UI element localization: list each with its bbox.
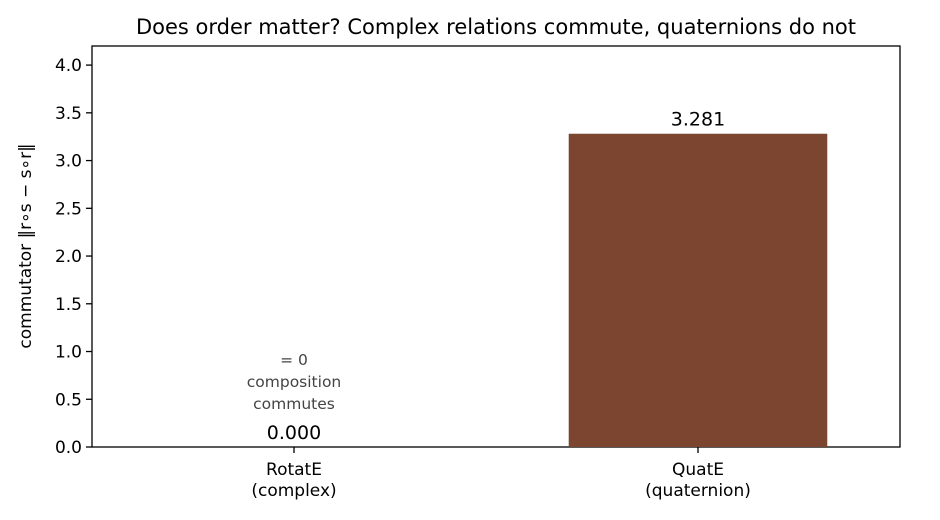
y-tick-label: 3.0 [55,152,82,172]
chart-title: Does order matter? Complex relations com… [136,15,856,39]
bars-layer [568,133,828,447]
value-label: 0.000 [267,422,321,444]
plot-area-frame [91,45,901,448]
y-tick-label: 2.5 [55,199,82,219]
y-axis: 0.0 0.5 1.0 1.5 2.0 2.5 3.0 3.5 4.0 [55,56,92,458]
annotation-note: = 0 composition commutes [247,351,342,413]
y-tick-label: 0.0 [55,438,82,458]
y-tick-label: 1.0 [55,343,82,363]
y-axis-label: commutator ‖r∘s − s∘r‖ [16,143,36,348]
bar-1 [568,133,828,447]
x-tick-label: QuatE (quaternion) [645,460,751,501]
y-tick-label: 2.0 [55,247,82,267]
y-tick-label: 1.5 [55,295,82,315]
x-axis: RotatE (complex) QuatE (quaternion) [251,447,751,501]
x-tick-label: RotatE (complex) [251,460,336,501]
data-labels: 0.000 3.281 = 0 composition commutes [247,109,725,444]
y-tick-label: 4.0 [55,56,82,76]
value-label: 3.281 [671,109,725,131]
y-tick-label: 0.5 [55,390,82,410]
y-tick-label: 3.5 [55,104,82,124]
